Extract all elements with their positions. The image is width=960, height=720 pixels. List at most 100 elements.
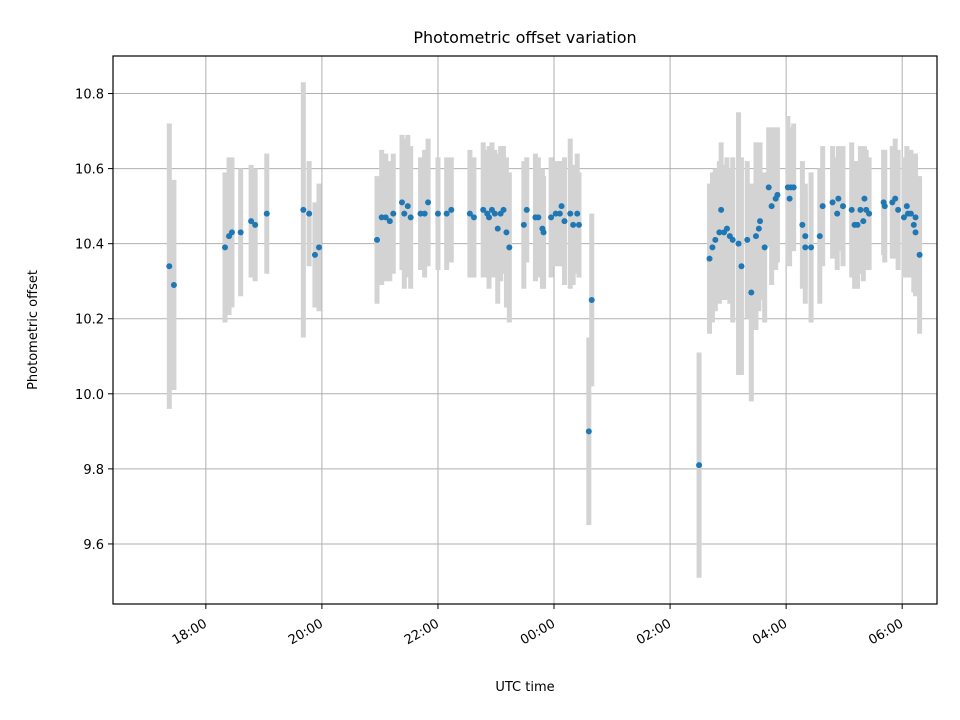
data-point xyxy=(774,191,781,198)
data-point xyxy=(761,244,768,251)
data-point xyxy=(588,296,595,303)
data-point xyxy=(861,195,868,202)
data-point xyxy=(723,225,730,232)
data-point xyxy=(706,255,713,262)
data-point xyxy=(916,251,923,258)
data-point xyxy=(404,203,411,210)
data-point xyxy=(500,206,507,213)
data-point xyxy=(390,210,397,217)
data-point xyxy=(765,184,772,191)
data-point xyxy=(716,229,723,236)
data-point xyxy=(854,221,861,228)
data-point xyxy=(567,210,574,217)
data-point xyxy=(744,236,751,243)
data-point xyxy=(558,203,565,210)
data-point xyxy=(802,233,809,240)
data-point xyxy=(470,214,477,221)
data-point xyxy=(425,199,432,206)
data-point xyxy=(912,214,919,221)
plot-frame xyxy=(112,55,938,605)
y-tick-label: 10.8 xyxy=(75,88,104,103)
data-point xyxy=(535,214,542,221)
data-point xyxy=(709,244,716,251)
data-point xyxy=(808,244,815,251)
x-tick-label: 20:00 xyxy=(286,616,326,648)
data-point xyxy=(263,210,270,217)
data-point xyxy=(903,203,910,210)
data-point xyxy=(523,206,530,213)
y-axis-ticks: 9.6 9.8 10.0 10.2 10.4 10.6 10.8 xyxy=(75,88,113,553)
data-point xyxy=(816,233,823,240)
y-tick-label: 10.2 xyxy=(75,313,104,328)
data-point xyxy=(382,214,389,221)
x-tick-label: 18:00 xyxy=(170,616,210,648)
data-point xyxy=(494,225,501,232)
data-point xyxy=(252,221,259,228)
data-point xyxy=(466,210,473,217)
data-point xyxy=(752,233,759,240)
x-tick-label: 04:00 xyxy=(750,616,790,648)
data-point xyxy=(306,210,313,217)
data-point xyxy=(735,240,742,247)
data-point xyxy=(300,206,307,213)
data-point xyxy=(892,195,899,202)
data-point xyxy=(401,210,408,217)
data-point xyxy=(718,206,725,213)
y-tick-label: 9.8 xyxy=(83,463,104,478)
data-point xyxy=(548,214,555,221)
grid-lines xyxy=(113,56,937,604)
data-point xyxy=(540,229,547,236)
data-point xyxy=(248,218,255,225)
data-point xyxy=(575,221,582,228)
data-point xyxy=(486,214,493,221)
data-point xyxy=(520,221,527,228)
data-point xyxy=(912,229,919,236)
data-point xyxy=(712,236,719,243)
data-point xyxy=(170,281,177,288)
data-point xyxy=(755,225,762,232)
x-axis-ticks: 18:00 20:00 22:00 00:00 02:00 04:00 06:00 xyxy=(170,604,906,648)
data-point xyxy=(506,244,513,251)
data-point xyxy=(834,210,841,217)
x-tick-label: 02:00 xyxy=(634,616,674,648)
y-tick-label: 10.4 xyxy=(75,238,104,253)
data-point xyxy=(768,203,775,210)
data-point xyxy=(491,210,498,217)
data-point xyxy=(786,195,793,202)
data-point xyxy=(316,244,322,251)
data-point xyxy=(503,229,510,236)
data-point xyxy=(881,203,888,210)
data-point xyxy=(866,210,873,217)
chart-title: Photometric offset variation xyxy=(413,28,636,47)
data-point xyxy=(910,221,917,228)
y-tick-label: 9.6 xyxy=(83,538,104,553)
data-point xyxy=(228,229,235,236)
data-point xyxy=(790,184,797,191)
data-point xyxy=(829,199,836,206)
data-point xyxy=(574,210,581,217)
data-point xyxy=(900,214,907,221)
data-point xyxy=(696,462,703,469)
data-point xyxy=(729,236,736,243)
x-tick-label: 22:00 xyxy=(402,616,442,648)
data-point xyxy=(166,263,173,270)
data-point xyxy=(835,195,842,202)
data-point xyxy=(570,221,577,228)
y-tick-label: 10.0 xyxy=(75,388,104,403)
data-point xyxy=(748,289,755,296)
data-point xyxy=(848,206,855,213)
y-tick-label: 10.6 xyxy=(75,163,104,178)
data-point xyxy=(860,218,867,225)
error-bars xyxy=(166,82,923,578)
data-point xyxy=(738,263,745,270)
data-point xyxy=(448,206,455,213)
data-point xyxy=(374,236,381,243)
data-points xyxy=(166,184,923,469)
y-axis-label: Photometric offset xyxy=(26,270,41,390)
data-point xyxy=(907,210,914,217)
data-point xyxy=(480,206,487,213)
data-point xyxy=(386,218,393,225)
data-point xyxy=(421,210,428,217)
data-point xyxy=(443,210,450,217)
